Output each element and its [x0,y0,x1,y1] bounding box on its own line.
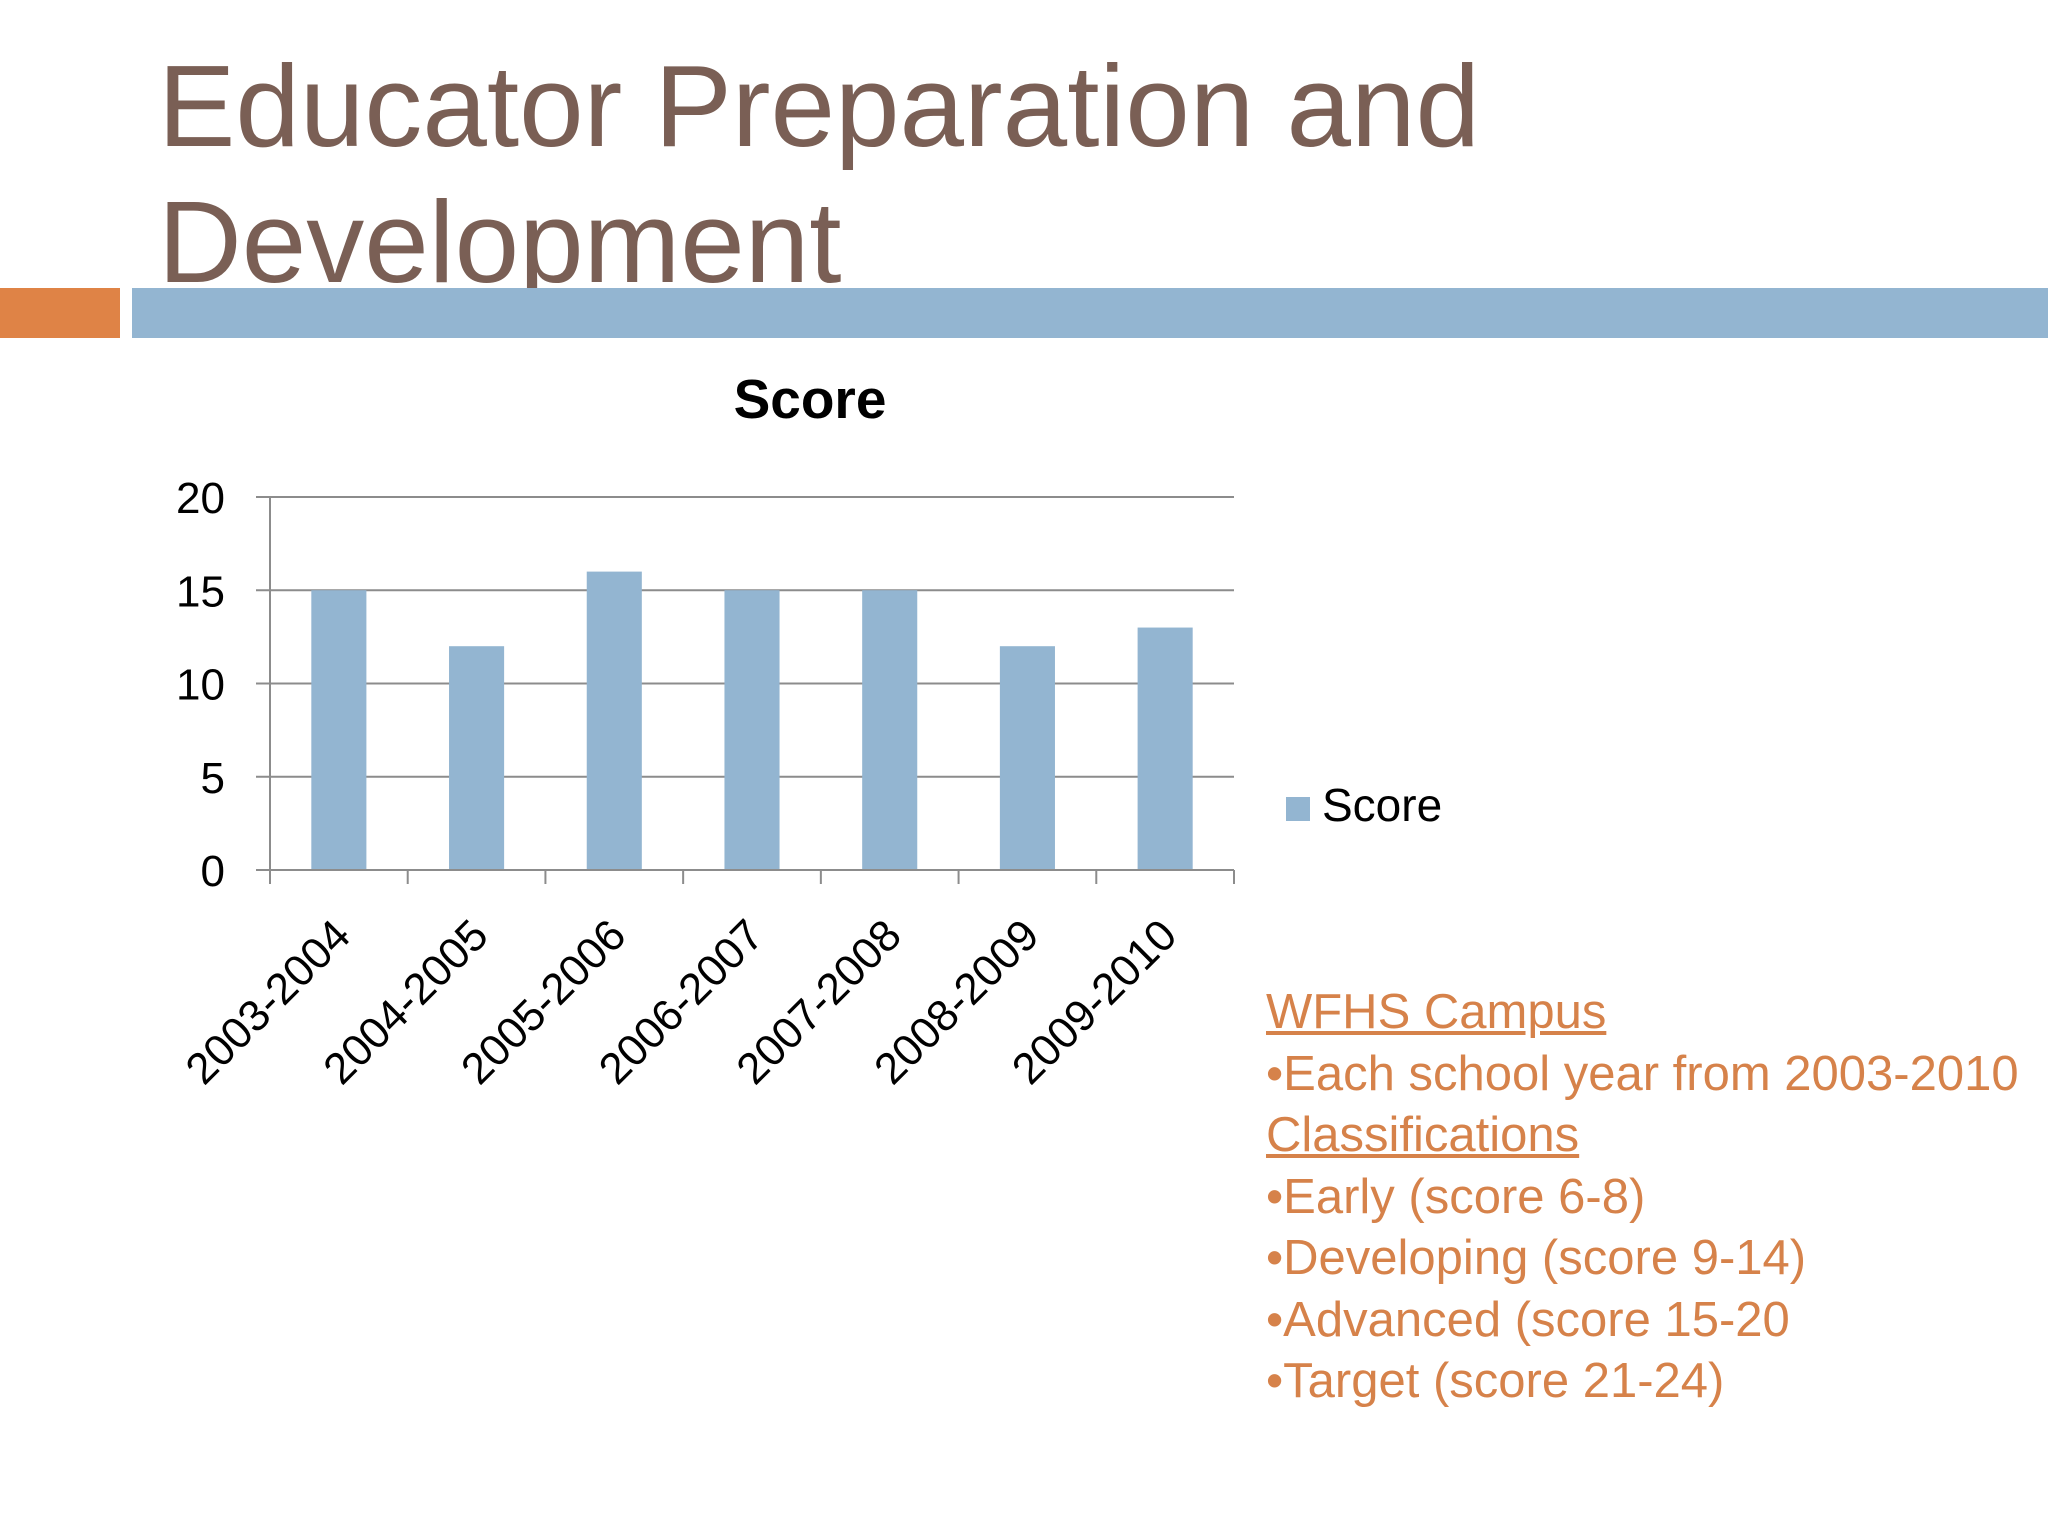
axes [256,497,1235,884]
bar [724,590,780,870]
campus-heading: WFHS Campus [1266,985,1607,1039]
bars [311,571,1193,870]
campus-item: •Each school year from 2003-2010 [1266,1046,2019,1101]
y-tick-label: 15 [176,567,225,616]
bar [862,590,918,870]
legend-swatch [1286,797,1310,821]
notes-panel: WFHS Campus •Each school year from 2003-… [1266,982,2026,1413]
bar [449,646,505,870]
classifications-heading: Classifications [1266,1108,1580,1162]
accent-bar-orange [0,288,120,338]
classification-item-developing: •Developing (score 9-14) [1266,1231,1807,1285]
legend: Score [1286,779,1442,831]
bar [999,646,1055,870]
y-tick-label: 5 [201,754,225,803]
x-axis-ticks: 2003-20042004-20052005-20062006-20072007… [176,910,1186,1093]
bar [311,590,367,870]
bar [1137,627,1193,870]
chart-title: Score [734,368,887,430]
legend-label: Score [1322,779,1442,831]
classification-item-advanced: •Advanced (score 15-20 [1266,1292,1790,1347]
slide-title: Educator Preparation and Development [158,41,1480,307]
accent-bar-blue [132,288,2048,338]
y-tick-label: 10 [176,661,225,710]
classification-item-early: •Early (score 6-8) [1266,1169,1646,1224]
bar [586,571,642,870]
bar-chart: Score 0 5 10 15 20 2003-20042004-20052005-20… [176,368,1442,1094]
y-axis-ticks: 0 5 10 15 20 [176,474,225,896]
classification-item-target: •Target (score 21-24) [1266,1354,1725,1408]
y-tick-label: 20 [176,474,225,523]
y-tick-label: 0 [201,847,225,896]
